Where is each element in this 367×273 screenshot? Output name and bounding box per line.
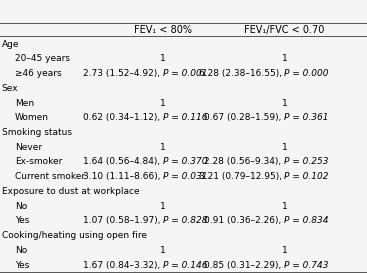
Text: Sex: Sex [2,84,18,93]
Text: 3.21 (0.79–12.95),: 3.21 (0.79–12.95), [199,172,284,181]
Text: 1: 1 [281,246,287,255]
Text: 1.67 (0.84–3.32),: 1.67 (0.84–3.32), [83,260,163,269]
Text: 1: 1 [281,201,287,210]
Text: Women: Women [15,113,49,122]
Text: Cooking/heating using open fire: Cooking/heating using open fire [2,231,147,240]
Text: 1: 1 [281,54,287,63]
Text: P = 0.743: P = 0.743 [284,260,329,269]
Text: Smoking status: Smoking status [2,128,72,137]
Text: P = 0.834: P = 0.834 [284,216,329,225]
Text: P = 0.361: P = 0.361 [284,113,329,122]
Text: 1: 1 [160,143,166,152]
Text: 1: 1 [160,99,166,108]
Text: Current smoker: Current smoker [15,172,85,181]
Text: P = 0.001: P = 0.001 [163,69,208,78]
Text: P = 0.370: P = 0.370 [163,158,208,167]
Text: 1: 1 [160,246,166,255]
Text: 3.10 (1.11–8.66),: 3.10 (1.11–8.66), [83,172,163,181]
Text: P = 0.102: P = 0.102 [284,172,329,181]
Text: Ex-smoker: Ex-smoker [15,158,62,167]
Text: 1: 1 [160,201,166,210]
Text: ≥46 years: ≥46 years [15,69,61,78]
Text: 1: 1 [160,54,166,63]
Text: P = 0.146: P = 0.146 [163,260,208,269]
Text: P = 0.116: P = 0.116 [163,113,208,122]
Text: 0.67 (0.28–1.59),: 0.67 (0.28–1.59), [204,113,284,122]
Text: Men: Men [15,99,34,108]
Text: P = 0.000: P = 0.000 [284,69,329,78]
Text: 0.62 (0.34–1.12),: 0.62 (0.34–1.12), [83,113,163,122]
Text: 1: 1 [281,143,287,152]
Text: 20–45 years: 20–45 years [15,54,70,63]
Text: P = 0.031: P = 0.031 [163,172,208,181]
Text: 2.28 (0.56–9.34),: 2.28 (0.56–9.34), [204,158,284,167]
Text: FEV₁ < 80%: FEV₁ < 80% [134,25,192,35]
Text: No: No [15,246,27,255]
Text: 1.07 (0.58–1.97),: 1.07 (0.58–1.97), [83,216,163,225]
Text: Exposure to dust at workplace: Exposure to dust at workplace [2,187,139,196]
Text: Never: Never [15,143,42,152]
Text: Age: Age [2,40,19,49]
Text: 2.73 (1.52–4.92),: 2.73 (1.52–4.92), [83,69,163,78]
Text: FEV₁/FVC < 0.70: FEV₁/FVC < 0.70 [244,25,325,35]
Text: 6.28 (2.38–16.55),: 6.28 (2.38–16.55), [199,69,284,78]
Text: P = 0.253: P = 0.253 [284,158,329,167]
Text: 1.64 (0.56–4.84),: 1.64 (0.56–4.84), [83,158,163,167]
Text: P = 0.828: P = 0.828 [163,216,208,225]
Text: 0.91 (0.36–2.26),: 0.91 (0.36–2.26), [204,216,284,225]
Text: 1: 1 [281,99,287,108]
Text: Yes: Yes [15,216,29,225]
Text: 0.85 (0.31–2.29),: 0.85 (0.31–2.29), [204,260,284,269]
Text: No: No [15,201,27,210]
Text: Yes: Yes [15,260,29,269]
